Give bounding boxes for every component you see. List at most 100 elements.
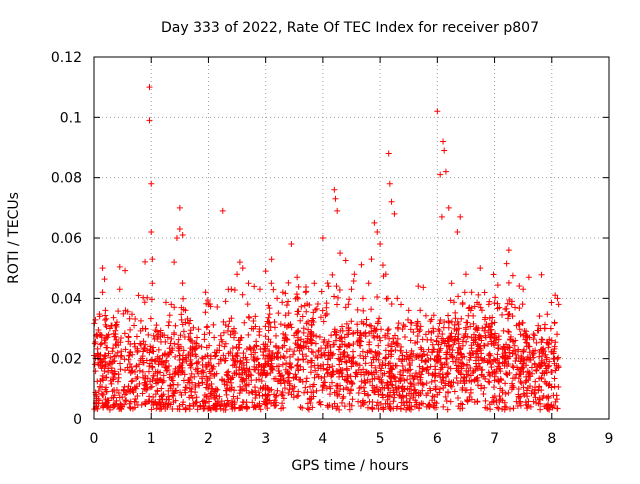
data-point [295, 283, 302, 290]
data-point [545, 401, 552, 408]
data-point [440, 403, 447, 410]
data-point [280, 375, 287, 382]
data-point [295, 367, 302, 374]
data-point [187, 327, 194, 334]
data-point [415, 283, 422, 290]
data-point [195, 380, 202, 387]
data-point [256, 361, 263, 368]
data-point [104, 397, 111, 404]
data-point [265, 386, 272, 393]
data-point [357, 403, 364, 410]
data-point [285, 390, 292, 397]
data-point [459, 386, 466, 393]
data-point [435, 356, 442, 363]
data-point [420, 381, 427, 388]
data-point [277, 321, 284, 328]
data-point [319, 307, 326, 314]
data-point [543, 369, 550, 376]
data-point [368, 323, 375, 330]
data-point [331, 293, 338, 300]
data-point [130, 389, 137, 396]
data-point [328, 379, 335, 386]
data-point [523, 328, 530, 335]
data-point [228, 286, 235, 293]
data-point [121, 330, 128, 337]
data-point [110, 314, 117, 321]
data-point [555, 301, 562, 308]
data-point [369, 382, 376, 389]
data-point [445, 364, 452, 371]
data-point [407, 351, 414, 358]
data-point [263, 371, 270, 378]
data-point [245, 368, 252, 375]
data-point [136, 367, 143, 374]
data-point [202, 309, 209, 316]
data-point [422, 331, 429, 338]
data-point [481, 355, 488, 362]
data-point [286, 386, 293, 393]
data-point [171, 259, 178, 266]
data-point [169, 406, 176, 413]
data-point [407, 379, 414, 386]
data-point [368, 328, 375, 335]
data-point [316, 333, 323, 340]
data-point [369, 406, 376, 413]
data-point [437, 317, 444, 324]
data-point [237, 357, 244, 364]
data-point [424, 366, 431, 373]
data-point [459, 401, 466, 408]
data-point [515, 394, 522, 401]
data-point [203, 344, 210, 351]
data-point [303, 375, 310, 382]
data-point [448, 379, 455, 386]
data-point [202, 289, 209, 296]
data-point [317, 365, 324, 372]
data-point [180, 295, 187, 302]
data-point [268, 256, 275, 263]
data-point [239, 378, 246, 385]
data-point [528, 364, 535, 371]
data-point [475, 291, 482, 298]
data-point [265, 327, 272, 334]
data-point [334, 392, 341, 399]
data-point [205, 385, 212, 392]
data-point [172, 365, 179, 372]
data-point [466, 393, 473, 400]
data-point [363, 321, 370, 328]
data-point [345, 331, 352, 338]
data-point [375, 349, 382, 356]
data-point [251, 283, 258, 290]
data-point [212, 395, 219, 402]
data-point [248, 388, 255, 395]
data-point [254, 355, 261, 362]
data-point [496, 399, 503, 406]
data-point [253, 391, 260, 398]
data-point [278, 405, 285, 412]
data-point [358, 261, 365, 268]
data-point [530, 398, 537, 405]
data-point [236, 259, 243, 266]
data-point [452, 358, 459, 365]
data-point [445, 335, 452, 342]
data-point [219, 377, 226, 384]
data-point [225, 323, 232, 330]
data-point [369, 371, 376, 378]
data-point [554, 295, 561, 302]
data-point [498, 377, 505, 384]
data-point [265, 302, 272, 309]
data-point [407, 380, 414, 387]
data-point [207, 390, 214, 397]
data-point [279, 372, 286, 379]
data-point [552, 367, 559, 374]
data-point [458, 315, 465, 322]
data-point [177, 332, 184, 339]
data-point [314, 301, 321, 308]
data-point [112, 327, 119, 334]
data-point [455, 336, 462, 343]
data-point [485, 323, 492, 330]
data-point [123, 397, 130, 404]
data-point [482, 397, 489, 404]
data-point [96, 313, 103, 320]
data-point [126, 388, 133, 395]
data-point [434, 108, 441, 115]
